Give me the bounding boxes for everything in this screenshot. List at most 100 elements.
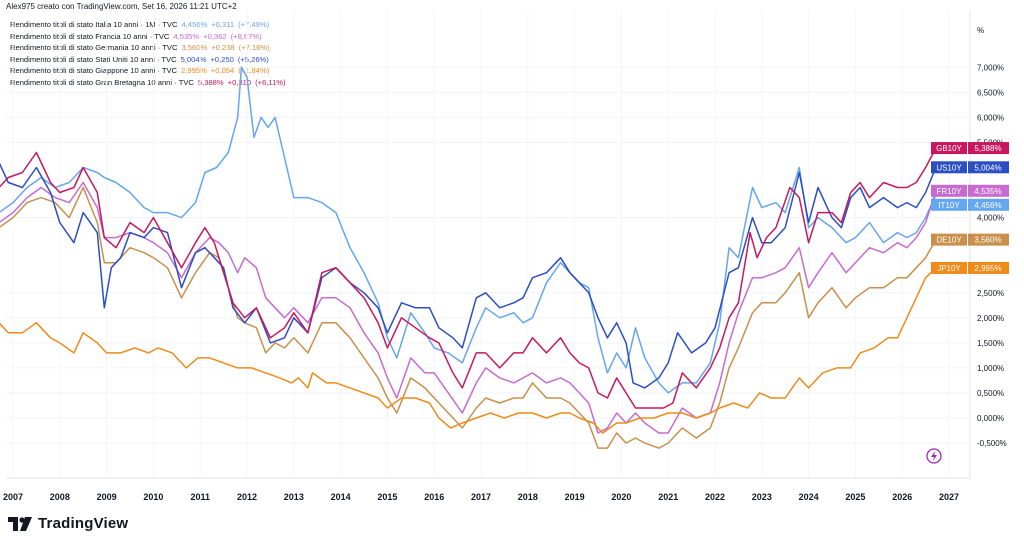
x-tick-label: 2019: [565, 492, 585, 502]
price-tag-ticker-text: GB10Y: [936, 144, 962, 153]
y-tick-label: 2,500%: [977, 289, 1004, 298]
price-tag-value-text: 5,004%: [974, 163, 1001, 172]
x-tick-label: 2018: [518, 492, 538, 502]
price-tag-value-text: 4,535%: [974, 187, 1001, 196]
brand-name: TradingView: [38, 515, 129, 532]
x-tick-label: 2016: [424, 492, 444, 502]
legend-change-pct: (+6,11%): [255, 77, 286, 87]
legend-label: Rendimento titoli di stato Francia 10 an…: [10, 31, 170, 41]
price-tag-ticker: [931, 142, 967, 155]
x-tick-label: 2013: [284, 492, 304, 502]
price-tag-ticker-text: IT10Y: [938, 201, 960, 210]
price-tag-value: [968, 161, 1009, 174]
x-tick-label: 2012: [237, 492, 257, 502]
price-tag-ticker: [931, 261, 967, 274]
price-tag-value-text: 4,456%: [974, 201, 1001, 210]
series-line-gb10y[interactable]: [0, 147, 937, 409]
legend-item[interactable]: Rendimento titoli di stato Germania 10 a…: [10, 42, 286, 54]
chart-credit: Alex975 creato con TradingView.com, Set …: [6, 2, 237, 11]
price-tag-value: [968, 184, 1009, 197]
price-tag-ticker-text: JP10Y: [937, 264, 961, 273]
legend-change-pct: (+7,49%): [238, 20, 270, 29]
y-axis-unit: %: [977, 26, 984, 35]
y-tick-label: 7,000%: [977, 63, 1004, 72]
price-tag-value: [968, 233, 1009, 246]
legend-item[interactable]: Rendimento titoli di stato Francia 10 an…: [10, 31, 286, 43]
legend-item[interactable]: Rendimento titoli di stato Italia 10 ann…: [10, 19, 286, 31]
x-tick-label: 2014: [331, 492, 351, 502]
x-tick-label: 2011: [190, 492, 210, 502]
x-tick-label: 2015: [377, 492, 397, 502]
tradingview-brand[interactable]: TradingView: [8, 515, 128, 532]
y-tick-label: 6,000%: [977, 113, 1004, 122]
series-line-de10y[interactable]: [0, 186, 937, 449]
x-tick-label: 2027: [939, 492, 959, 502]
price-tag-value-text: 5,388%: [974, 144, 1001, 153]
x-tick-label: 2023: [752, 492, 772, 502]
series-line-fr10y[interactable]: [0, 181, 937, 434]
legend-label: Rendimento titoli di stato Italia 10 ann…: [10, 20, 178, 29]
y-tick-label: 1,000%: [977, 364, 1004, 373]
y-tick-label: 4,000%: [977, 214, 1004, 223]
legend-change-pct: (+5,26%): [237, 54, 269, 64]
x-tick-label: 2009: [97, 492, 117, 502]
price-tag-value: [968, 198, 1009, 211]
y-tick-label: 2,000%: [977, 314, 1004, 323]
x-tick-label: 2021: [658, 492, 678, 502]
lightning-button[interactable]: [926, 448, 942, 464]
legend-change: +0,250: [210, 54, 234, 64]
legend-value: 5,004%: [180, 54, 207, 64]
x-tick-label: 2025: [845, 492, 865, 502]
legend-change-pct: (+8,67%): [230, 31, 262, 41]
legend-value: 2,995%: [181, 66, 207, 76]
price-tag-ticker-text: FR10Y: [937, 187, 963, 196]
price-tag-ticker: [931, 161, 967, 174]
price-tag-value: [968, 261, 1009, 274]
legend-change: +0,238: [211, 43, 235, 53]
series-line-us10y[interactable]: [0, 162, 937, 389]
legend-value: 3,560%: [181, 43, 208, 53]
y-tick-label: 0,000%: [977, 414, 1004, 423]
lightning-icon: [931, 451, 937, 461]
legend-item[interactable]: Rendimento titoli di stato Giappone 10 a…: [10, 65, 286, 77]
series-line-jp10y[interactable]: [0, 267, 937, 434]
x-tick-label: 2020: [611, 492, 631, 502]
y-tick-label: -0,500%: [977, 439, 1007, 448]
legend-label: Rendimento titoli di stato Stati Uniti 1…: [10, 54, 177, 64]
legend-value: 4,456%: [181, 20, 208, 29]
legend-change-pct: (+1,84%): [238, 66, 270, 76]
legend-change: +0,310: [227, 77, 252, 87]
x-tick-label: 2008: [50, 492, 70, 502]
legend-value: 4,535%: [173, 31, 200, 41]
x-tick-label: 2017: [471, 492, 491, 502]
y-tick-label: 1,500%: [977, 339, 1004, 348]
price-tag-value-text: 2,995%: [974, 264, 1001, 273]
legend-change-pct: (+7,16%): [238, 43, 270, 53]
x-tick-label: 2022: [705, 492, 725, 502]
tradingview-logo-icon: [8, 516, 32, 531]
x-tick-label: 2007: [3, 492, 23, 502]
price-tag-value: [968, 142, 1009, 155]
price-tag-ticker-text: DE10Y: [936, 236, 962, 245]
y-tick-label: 6,500%: [977, 88, 1004, 97]
price-tag-ticker: [931, 198, 967, 211]
legend-value: 5,388%: [197, 77, 224, 87]
chart-legend: Rendimento titoli di stato Italia 10 ann…: [10, 19, 286, 89]
x-tick-label: 2010: [143, 492, 163, 502]
series-line-it10y[interactable]: [0, 66, 937, 394]
legend-change: +0,054: [210, 66, 235, 76]
price-tag-ticker: [931, 233, 967, 246]
legend-item[interactable]: Rendimento titoli di stato Stati Uniti 1…: [10, 54, 286, 66]
price-tag-ticker: [931, 184, 967, 197]
legend-label: Rendimento titoli di stato Germania 10 a…: [10, 43, 178, 53]
legend-label: Rendimento titoli di stato Gran Bretagna…: [10, 77, 194, 87]
legend-item[interactable]: Rendimento titoli di stato Gran Bretagna…: [10, 77, 286, 89]
legend-change: +0,311: [211, 20, 235, 29]
legend-label: Rendimento titoli di stato Giappone 10 a…: [10, 66, 178, 76]
legend-change: +0,362: [203, 31, 227, 41]
y-tick-label: 0,500%: [977, 389, 1004, 398]
x-tick-label: 2026: [892, 492, 912, 502]
price-tag-value-text: 3,560%: [974, 236, 1001, 245]
x-tick-label: 2024: [799, 492, 819, 502]
